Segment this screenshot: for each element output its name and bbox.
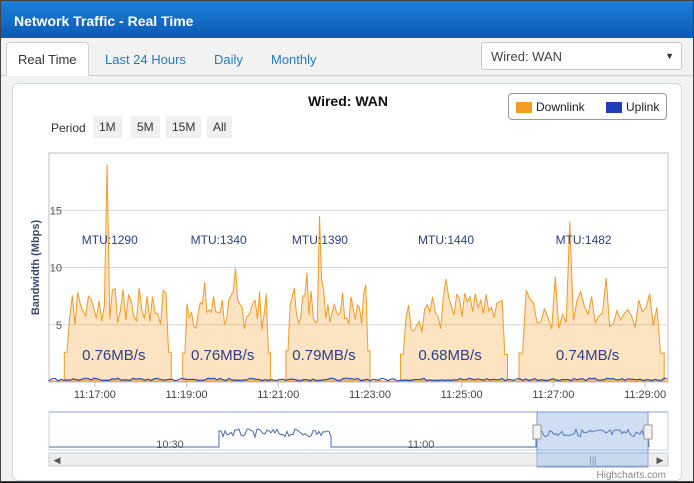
x-tick-label: 11:17:00 (74, 389, 116, 401)
x-tick-label: 11:19:00 (166, 389, 208, 401)
legend-downlink-swatch (516, 102, 532, 113)
rate-annotation: 0.79MB/s (292, 347, 355, 364)
x-tick-label: 11:23:00 (349, 389, 391, 401)
period-15m-button[interactable]: 15M (166, 116, 202, 138)
period-1m-button[interactable]: 1M (93, 116, 122, 138)
x-tick-label: 11:25:00 (441, 389, 483, 401)
legend-uplink-swatch (606, 102, 622, 113)
y-tick-label: 10 (50, 263, 62, 275)
interface-select-value: Wired: WAN (491, 49, 563, 64)
tab-daily[interactable]: Daily (214, 52, 243, 67)
scroll-left-arrow-icon[interactable]: ◀ (54, 455, 61, 465)
downlink-segment-3 (285, 215, 371, 381)
x-tick-label: 11:21:00 (257, 389, 299, 401)
chart-legend: Downlink Uplink (508, 93, 667, 120)
downlink-segment-2 (182, 268, 272, 381)
scrollbar-thumb[interactable] (536, 452, 649, 467)
period-label: Period (51, 121, 86, 135)
rate-annotation: 0.68MB/s (418, 347, 481, 364)
scrollbar-grip-icon: ||| (589, 455, 596, 465)
rate-annotation: 0.74MB/s (556, 347, 619, 364)
highcharts-credit: Highcharts.com (597, 470, 666, 481)
interface-select[interactable]: Wired: WAN ▼ (481, 42, 682, 70)
uplink-series (48, 377, 668, 382)
rate-annotation: 0.76MB/s (191, 347, 254, 364)
chart-title: Wired: WAN (308, 93, 388, 109)
tab-bar: Real Time Last 24 Hours Daily Monthly Wi… (1, 38, 693, 76)
tab-monthly[interactable]: Monthly (271, 52, 317, 67)
downlink-segment-4 (400, 278, 508, 381)
period-all-button[interactable]: All (207, 116, 233, 138)
y-tick-label: 5 (56, 320, 62, 332)
y-tick-label: 15 (50, 205, 62, 217)
mtu-annotation: MTU:1440 (418, 233, 474, 247)
navigator-handle-left[interactable] (532, 424, 542, 440)
navigator-series (49, 427, 650, 448)
legend-downlink-label[interactable]: Downlink (536, 100, 585, 114)
navigator-time-label: 10:30 (156, 439, 184, 451)
y-axis-title: Bandwidth (Mbps) (30, 220, 42, 316)
tab-last-24-hours[interactable]: Last 24 Hours (105, 52, 186, 67)
rate-annotation: 0.76MB/s (82, 347, 145, 364)
navigator-area (48, 411, 669, 451)
chevron-down-icon: ▼ (665, 51, 674, 61)
period-5m-button[interactable]: 5M (131, 116, 160, 138)
navigator-handle-right[interactable] (643, 424, 653, 440)
mtu-annotation: MTU:1482 (556, 233, 612, 247)
x-tick-label: 11:27:00 (532, 389, 574, 401)
x-tick-label: 11:29:00 (624, 389, 666, 401)
mtu-annotation: MTU:1340 (191, 233, 247, 247)
navigator-time-label: 11:00 (408, 439, 435, 451)
scroll-right-arrow-icon[interactable]: ▶ (657, 455, 664, 465)
downlink-segment-1 (63, 164, 172, 381)
mtu-annotation: MTU:1390 (292, 233, 348, 247)
legend-uplink-label[interactable]: Uplink (626, 100, 660, 114)
scrollbar-track[interactable] (48, 452, 669, 467)
window-title: Network Traffic - Real Time (1, 1, 693, 38)
tab-real-time[interactable]: Real Time (6, 42, 89, 76)
downlink-segment-5 (518, 221, 665, 381)
mtu-annotation: MTU:1290 (82, 233, 138, 247)
